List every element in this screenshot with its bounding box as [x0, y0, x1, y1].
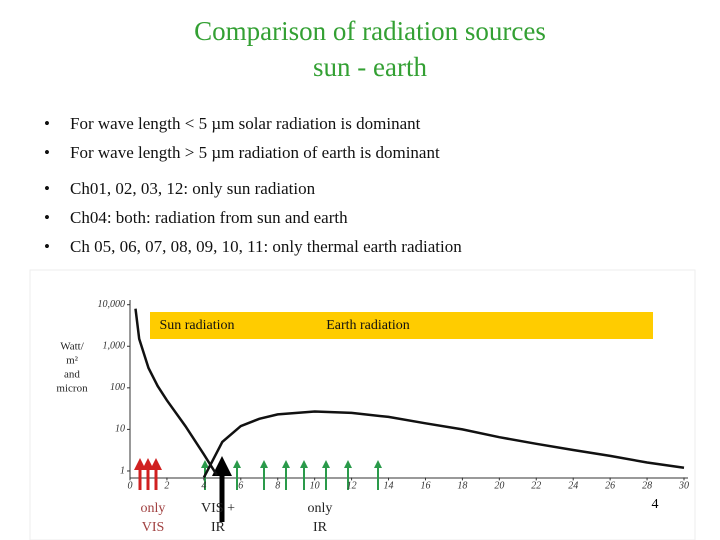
annotation: Sun radiation — [159, 318, 234, 333]
channel-label: VIS — [142, 520, 165, 535]
y-axis-label: micron — [56, 383, 88, 395]
y-tick-label: 1,000 — [103, 341, 126, 352]
x-tick-label: 18 — [457, 481, 467, 492]
bullet-text: Ch01, 02, 03, 12: only sun radiation — [70, 179, 316, 198]
y-tick-label: 1 — [120, 465, 125, 476]
x-tick-label: 14 — [384, 481, 394, 492]
x-tick-label: 12 — [347, 481, 357, 492]
channel-label: only — [308, 501, 333, 516]
annotation-band — [150, 312, 653, 339]
bullet-dot: • — [44, 114, 50, 133]
x-tick-label: 30 — [678, 481, 689, 492]
y-axis-label: Watt/ — [60, 341, 84, 353]
x-tick-label: 26 — [605, 481, 615, 492]
bullet-dot: • — [44, 237, 50, 256]
title-line: Comparison of radiation sources — [194, 16, 546, 46]
channel-label: IR — [313, 520, 328, 535]
page-number: 4 — [652, 497, 659, 512]
x-tick-label: 16 — [420, 481, 430, 492]
channel-label: VIS + — [201, 501, 235, 516]
x-tick-label: 22 — [531, 481, 541, 492]
sun-channel-arrows — [134, 458, 162, 490]
bullet-text: Ch04: both: radiation from sun and earth — [70, 208, 348, 227]
x-tick-label: 0 — [128, 481, 133, 492]
y-tick-label: 10 — [115, 424, 125, 435]
x-tick-label: 2 — [164, 481, 169, 492]
y-axis-label: m² — [66, 355, 79, 367]
x-tick-label: 6 — [238, 481, 243, 492]
x-tick-label: 20 — [494, 481, 504, 492]
x-tick-label: 10 — [310, 481, 320, 492]
bullet-text: For wave length > 5 µm radiation of eart… — [70, 143, 440, 162]
channel-label: IR — [211, 520, 226, 535]
radiation-curve — [134, 308, 218, 476]
annotation: Earth radiation — [326, 318, 410, 333]
x-tick-label: 4 — [201, 481, 206, 492]
bullet-dot: • — [44, 208, 50, 227]
title-line: sun - earth — [313, 52, 427, 82]
bullet-text: Ch 05, 06, 07, 08, 09, 10, 11: only ther… — [70, 237, 462, 256]
bullet-dot: • — [44, 143, 50, 162]
y-axis-label: and — [64, 369, 80, 381]
y-tick-label: 100 — [110, 382, 125, 393]
x-tick-label: 28 — [642, 481, 652, 492]
bullet-dot: • — [44, 179, 50, 198]
channel-label: only — [141, 501, 166, 516]
y-tick-label: 10,000 — [98, 299, 126, 310]
radiation-curve — [202, 410, 685, 478]
x-tick-label: 8 — [275, 481, 280, 492]
bullet-text: For wave length < 5 µm solar radiation i… — [70, 114, 421, 133]
x-tick-label: 24 — [568, 481, 578, 492]
